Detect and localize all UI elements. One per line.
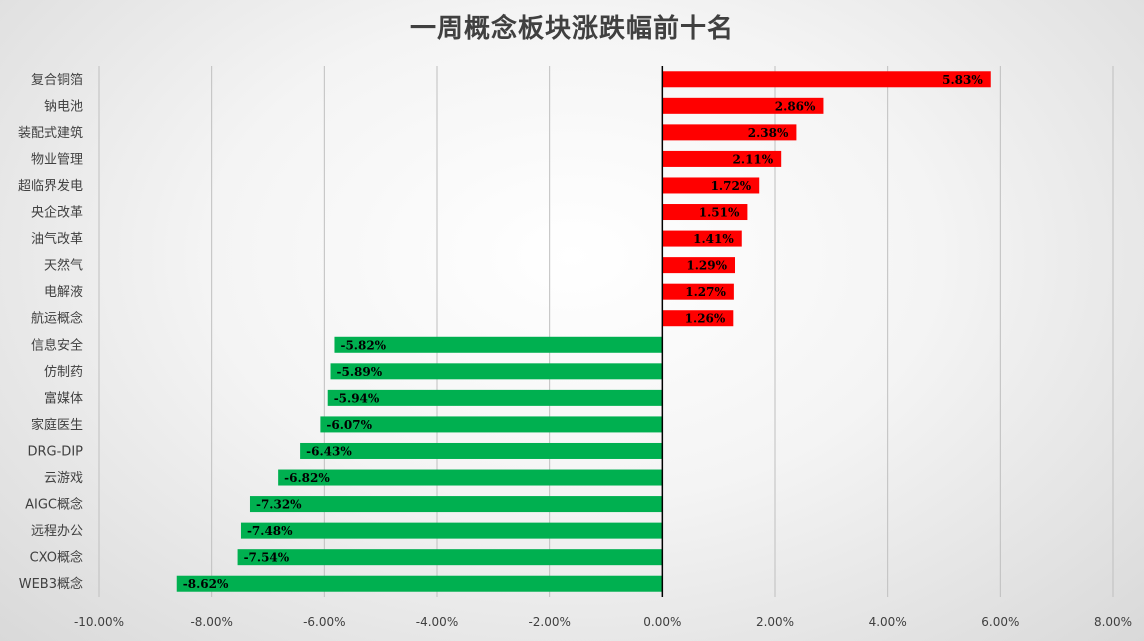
x-tick-label: -8.00%: [190, 615, 232, 629]
bar: [662, 177, 760, 194]
data-label: -5.82%: [340, 338, 386, 352]
category-label: 富媒体: [44, 390, 83, 406]
data-label: 2.11%: [733, 152, 774, 166]
data-label: 5.83%: [942, 73, 983, 87]
category-label: 仿制药: [44, 365, 83, 380]
category-label: AIGC概念: [25, 497, 83, 513]
data-label: -6.82%: [284, 471, 330, 485]
x-tick-label: -2.00%: [528, 615, 570, 629]
x-tick-label: 2.00%: [756, 615, 794, 629]
bar: [662, 283, 734, 300]
category-label: 钠电池: [44, 99, 83, 114]
category-label: 远程办公: [31, 524, 83, 539]
x-tick-label: -4.00%: [416, 615, 458, 629]
data-label: 1.26%: [685, 312, 726, 326]
bar: [278, 469, 663, 486]
bar: [662, 124, 797, 141]
bar: [249, 496, 663, 513]
bar: [320, 416, 663, 433]
x-tick-label: 6.00%: [981, 615, 1019, 629]
data-label: -6.43%: [306, 444, 352, 458]
data-label: 1.51%: [699, 206, 740, 220]
chart-title: 一周概念板块涨跌幅前十名: [409, 14, 734, 44]
bar: [662, 310, 734, 327]
data-label: -5.94%: [334, 391, 380, 405]
data-label: 2.38%: [748, 126, 789, 140]
category-label: 天然气: [44, 258, 83, 274]
category-label: 信息安全: [31, 337, 83, 353]
bar: [176, 575, 663, 592]
data-label: -5.89%: [337, 365, 383, 379]
data-label: 1.29%: [686, 259, 727, 273]
category-label: CXO概念: [30, 550, 83, 566]
category-label: DRG-DIP: [28, 444, 84, 459]
data-label: 1.41%: [693, 232, 734, 246]
bar: [662, 257, 736, 274]
x-tick-label: -6.00%: [303, 615, 345, 629]
category-label: 油气改革: [31, 231, 83, 247]
data-label: -6.07%: [326, 418, 372, 432]
bar: [237, 549, 663, 566]
category-label: 航运概念: [31, 311, 83, 327]
bar: [662, 97, 824, 114]
bar: [330, 363, 663, 380]
bar: [334, 336, 663, 353]
data-label: -7.32%: [256, 498, 302, 512]
data-label: -7.54%: [244, 551, 290, 565]
x-tick-label: -10.00%: [74, 615, 124, 629]
category-label: 复合铜箔: [31, 72, 83, 88]
x-tick-label: 8.00%: [1094, 615, 1132, 629]
category-label: 央企改革: [31, 205, 83, 221]
data-label: -8.62%: [183, 577, 229, 591]
category-label: 超临界发电: [18, 178, 83, 194]
data-label: 2.86%: [775, 99, 816, 113]
x-tick-label: 0.00%: [643, 615, 681, 629]
bar: [327, 389, 663, 406]
x-tick-label: 4.00%: [869, 615, 907, 629]
data-label: 1.27%: [685, 285, 726, 299]
category-label: 物业管理: [31, 152, 83, 167]
category-label: 电解液: [44, 285, 83, 300]
bar: [662, 230, 742, 247]
bar: [300, 442, 663, 459]
bar: [662, 150, 782, 167]
category-label: 家庭医生: [31, 417, 83, 433]
bar: [240, 522, 663, 539]
data-label: -7.48%: [247, 524, 293, 538]
category-label: WEB3概念: [19, 576, 83, 592]
data-label: 1.72%: [711, 179, 752, 193]
category-label: 装配式建筑: [18, 125, 83, 141]
bar: [662, 71, 991, 88]
bar: [662, 204, 748, 221]
category-label: 云游戏: [44, 471, 83, 486]
